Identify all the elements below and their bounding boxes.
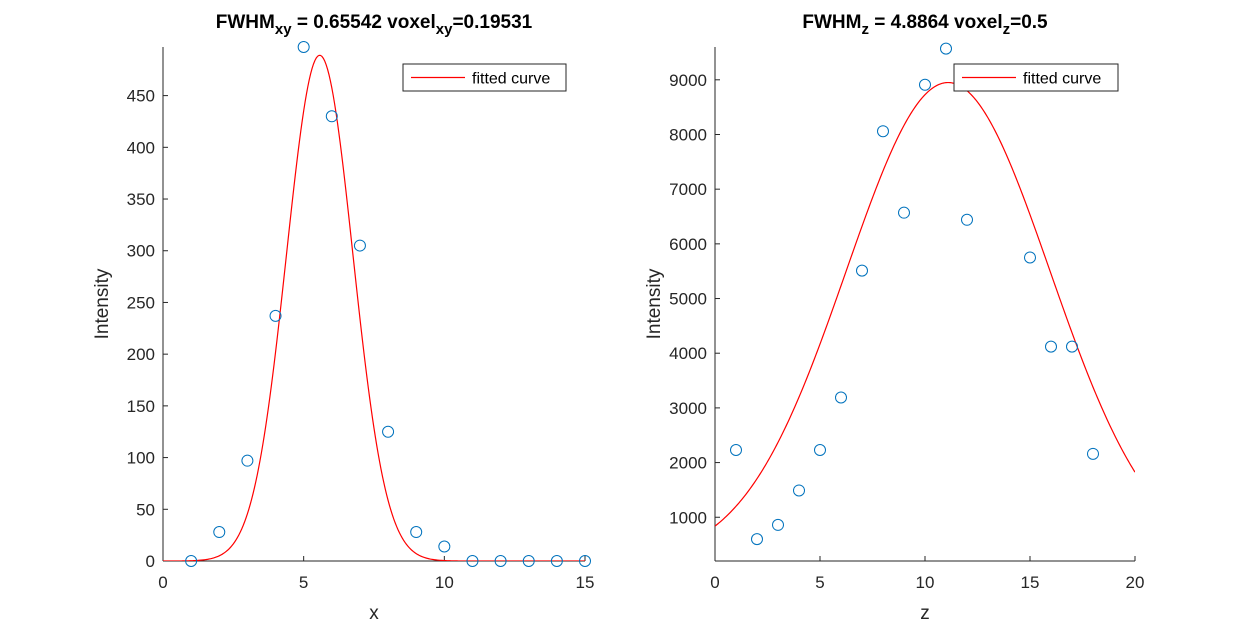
- data-point-marker: [410, 526, 423, 539]
- y-tick-label: 400: [127, 138, 155, 157]
- data-point-marker: [751, 533, 763, 546]
- title-subscript: xy: [436, 21, 453, 38]
- data-point-marker: [856, 264, 868, 277]
- title-subscript: z: [1003, 21, 1011, 38]
- data-point-marker: [1066, 340, 1078, 353]
- x-tick-label: 15: [576, 573, 595, 592]
- title-subscript: z: [861, 21, 869, 38]
- data-point-marker: [919, 78, 931, 91]
- y-tick-label: 250: [127, 293, 155, 312]
- chart-panel-z: 0 5 10 15 20 1000 2000 3000 4000 5000 6000 7000 8000…: [644, 12, 1144, 624]
- y-tick-label: 300: [127, 242, 155, 261]
- y-tick-label: 6000: [669, 235, 707, 254]
- y-tick-label: 5000: [669, 290, 707, 309]
- x-tick-label: 10: [916, 573, 935, 592]
- data-point-marker: [353, 239, 366, 252]
- x-tick-label: 5: [299, 573, 308, 592]
- data-point-marker: [1045, 340, 1057, 353]
- data-point-marker: [898, 206, 910, 219]
- legend: fitted curve: [402, 63, 567, 92]
- title-text: = 4.8864 voxel: [869, 12, 1003, 33]
- data-point-marker: [1024, 251, 1036, 264]
- legend-label: fitted curve: [472, 71, 550, 88]
- y-axis-label: Intensity: [92, 268, 113, 339]
- title-text: =0.19531: [452, 12, 532, 33]
- chart-title: FWHMxy = 0.65542 voxelxy=0.19531: [216, 12, 533, 38]
- fitted-curve-line: [715, 81, 1135, 527]
- data-point-marker: [241, 454, 254, 467]
- chart-title: FWHMz = 4.8864 voxelz=0.5: [802, 12, 1048, 38]
- data-point-marker: [940, 42, 952, 55]
- y-tick-label: 1000: [669, 508, 707, 527]
- legend-label: fitted curve: [1023, 71, 1101, 88]
- x-tick-label: 10: [435, 573, 454, 592]
- x-tick-label: 15: [1021, 573, 1040, 592]
- data-point-marker: [1087, 447, 1099, 460]
- data-point-marker: [438, 540, 451, 553]
- data-point-marker: [382, 425, 395, 438]
- x-tick-label: 5: [815, 573, 824, 592]
- data-point-marker: [961, 213, 973, 226]
- title-text: FWHM: [802, 12, 861, 33]
- y-tick-label: 9000: [669, 71, 707, 90]
- title-text: FWHM: [216, 12, 275, 33]
- data-point-marker: [185, 555, 198, 567]
- title-text: =0.5: [1010, 12, 1048, 33]
- x-tick-label: 20: [1126, 573, 1145, 592]
- data-point-marker: [325, 110, 338, 123]
- y-tick-label: 150: [127, 397, 155, 416]
- data-point-marker: [772, 518, 784, 531]
- data-point-marker: [213, 526, 226, 539]
- y-tick-label: 3000: [669, 399, 707, 418]
- y-tick-label: 450: [127, 87, 155, 106]
- y-tick-label: 50: [136, 500, 155, 519]
- data-point-marker: [579, 555, 591, 567]
- legend: fitted curve: [953, 63, 1119, 92]
- x-axis-label: z: [920, 603, 930, 624]
- x-tick-label: 0: [158, 573, 167, 592]
- y-tick-label: 8000: [669, 125, 707, 144]
- data-point-marker: [269, 309, 282, 322]
- y-tick-label: 350: [127, 190, 155, 209]
- fitted-curve-line: [163, 54, 585, 561]
- y-tick-label: 200: [127, 345, 155, 364]
- data-point-marker: [835, 391, 847, 404]
- title-subscript: xy: [275, 21, 292, 38]
- data-point-marker: [466, 555, 479, 567]
- y-tick-label: 2000: [669, 454, 707, 473]
- y-tick-label: 7000: [669, 180, 707, 199]
- x-axis-label: x: [369, 603, 379, 624]
- data-point-marker: [877, 125, 889, 138]
- y-tick-label: 0: [146, 552, 155, 571]
- data-point-marker: [522, 555, 535, 567]
- data-point-marker: [550, 555, 563, 567]
- data-point-marker: [494, 555, 507, 567]
- x-tick-label: 0: [710, 573, 719, 592]
- title-text: = 0.65542 voxel: [292, 12, 436, 33]
- y-axis-label: Intensity: [644, 268, 665, 339]
- y-tick-label: 100: [127, 449, 155, 468]
- data-point-marker: [814, 443, 826, 456]
- data-point-marker: [297, 41, 310, 53]
- chart-panel-xy: 0 5 10 15050100150200250300350400450xIntens…: [92, 12, 594, 624]
- data-point-marker: [793, 484, 805, 497]
- y-tick-label: 4000: [669, 344, 707, 363]
- data-point-marker: [730, 443, 742, 456]
